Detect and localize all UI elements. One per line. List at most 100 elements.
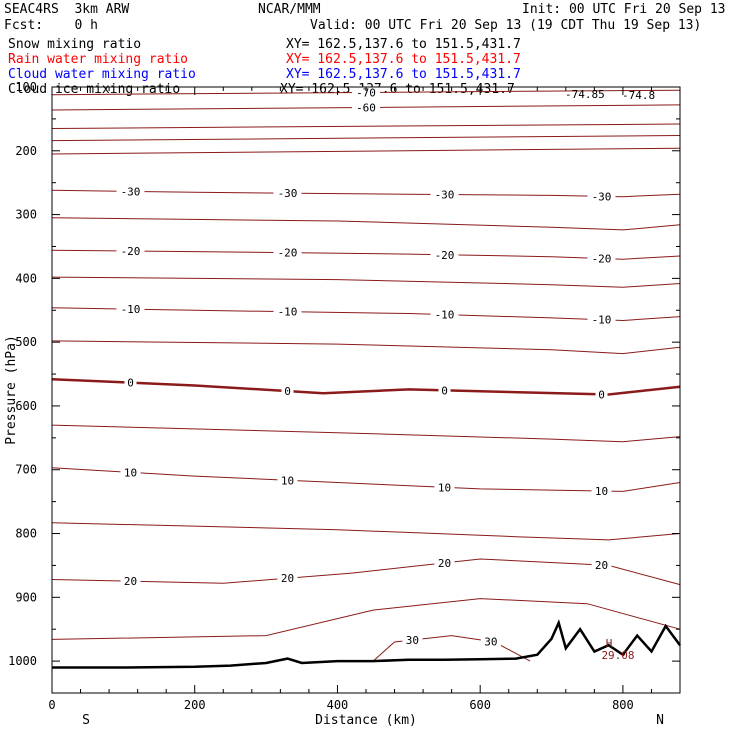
model-title: SEAC4RS 3km ARW <box>4 2 130 17</box>
y-tick-label: 300 <box>15 208 37 222</box>
contour-label-bg <box>595 388 608 401</box>
contour-label: -20 <box>278 247 298 260</box>
org-label: NCAR/MMM <box>258 2 321 17</box>
contour-label: 30 <box>406 634 419 647</box>
contour-label-bg <box>277 572 298 585</box>
y-tick-label: 1000 <box>8 654 37 668</box>
contour-label-bg <box>116 245 145 257</box>
contour-line <box>51 340 681 355</box>
contour-label-bg <box>591 485 612 497</box>
field-cloud-water-xy: XY= 162.5,137.6 to 151.5,431.7 <box>286 67 521 82</box>
contour-label: 10 <box>438 481 451 494</box>
contour-label-bg <box>402 634 423 646</box>
contour-label-bg <box>430 188 459 201</box>
contour-label: -30 <box>435 189 455 202</box>
contour-line <box>51 249 681 260</box>
x-tick-label: 600 <box>469 698 491 712</box>
contour-label: 0 <box>441 384 448 397</box>
contour-label: 20 <box>595 559 608 572</box>
contour-label: -10 <box>121 303 141 316</box>
y-tick-label: 900 <box>15 590 37 604</box>
contour-label-bg <box>281 385 294 398</box>
field-rain-name: Rain water mixing ratio <box>8 52 189 67</box>
contour-label: 0 <box>598 388 605 401</box>
x-tick-label: 200 <box>184 698 206 712</box>
temperature-contours: -70-60-30 -30 -30 -30-20 -20 -20 -20-10 -10 -10-… <box>51 86 681 662</box>
contour-label: 10 <box>281 474 294 487</box>
field-rain-xy: XY= 162.5,137.6 to 151.5,431.7 <box>286 52 521 67</box>
extremum-high-value: 29.08 <box>601 649 634 662</box>
contour-line <box>51 377 681 396</box>
contour-label-bg <box>430 308 459 321</box>
contour-label-bg <box>434 556 455 569</box>
contour-line <box>51 276 681 288</box>
y-tick-label: 500 <box>15 335 37 349</box>
contour-label: -60 <box>356 101 376 114</box>
terrain-profile <box>52 619 682 669</box>
contour-line <box>51 467 681 492</box>
y-tick-label: 600 <box>15 399 37 413</box>
field-cloud-water-name: Cloud water mixing ratio <box>8 67 196 82</box>
contour-line <box>51 135 681 142</box>
contour-label: -30 <box>592 190 612 203</box>
field-cloud-ice-name: Cloud ice mixing ratio <box>8 82 181 97</box>
contour-label: 20 <box>281 572 294 585</box>
contour-line <box>51 522 681 541</box>
chart-annotations: -74.85 -74.8 H29.08 <box>565 88 655 662</box>
y-tick-label: 800 <box>15 527 37 541</box>
contour-label-bg <box>480 635 501 648</box>
contour-line <box>51 558 681 586</box>
y-tick-label: 200 <box>15 144 37 158</box>
south-endpoint-label: S <box>82 713 90 728</box>
x-axis-label: Distance (km) <box>315 713 417 728</box>
y-axis-label: Pressure (hPa) <box>4 335 19 445</box>
contour-label-bg <box>438 384 451 397</box>
contour-line <box>51 189 681 198</box>
contour-label: 20 <box>438 557 451 570</box>
contour-label: -10 <box>592 314 612 327</box>
y-tick-label: 700 <box>15 463 37 477</box>
y-tick-label: 400 <box>15 271 37 285</box>
contour-label-bg <box>430 248 459 261</box>
contour-label-bg <box>120 575 141 588</box>
contour-line <box>51 123 681 129</box>
contour-label: 20 <box>124 575 137 588</box>
contour-label: 30 <box>484 635 497 648</box>
contour-label: 10 <box>124 466 137 479</box>
contour-line <box>372 635 531 662</box>
contour-line <box>51 598 681 640</box>
x-axis-ticks: 0 200 400 600 800 <box>48 87 681 712</box>
contour-label-bg <box>587 313 616 326</box>
contour-label: -70 <box>356 86 376 99</box>
x-tick-label: 400 <box>327 698 349 712</box>
contour-label: -20 <box>435 249 455 262</box>
contour-label-bg <box>277 474 298 487</box>
north-endpoint-label: N <box>656 713 664 728</box>
field-snow-xy: XY= 162.5,137.6 to 151.5,431.7 <box>286 37 521 52</box>
contour-line <box>51 424 681 443</box>
x-tick-label: 0 <box>48 698 55 712</box>
contour-label-bg <box>124 376 137 389</box>
plot-frame <box>51 86 681 694</box>
contour-label-bg <box>273 305 302 318</box>
top-minimum-annotation: -74.8 <box>622 89 655 102</box>
contour-line <box>51 147 681 155</box>
extremum-high-marker: H <box>606 637 613 650</box>
contour-label-bg <box>434 481 455 494</box>
contour-label: 0 <box>284 385 291 398</box>
contour-label: -20 <box>121 245 141 258</box>
field-snow-name: Snow mixing ratio <box>8 37 142 52</box>
y-tick-label: 100 <box>15 80 37 94</box>
valid-time: Valid: 00 UTC Fri 20 Sep 13 (19 CDT Thu … <box>310 18 702 33</box>
contour-label-bg <box>587 252 616 265</box>
terrain-line <box>52 619 682 669</box>
contour-label: -20 <box>592 253 612 266</box>
contour-label-bg <box>120 466 141 479</box>
contour-label-bg <box>273 246 302 259</box>
contour-label: -10 <box>278 306 298 319</box>
contour-label: 0 <box>127 377 134 390</box>
contour-line <box>51 217 681 231</box>
x-tick-label: 800 <box>612 698 634 712</box>
